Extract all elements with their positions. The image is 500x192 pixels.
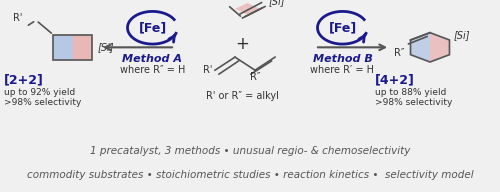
Text: up to 88% yield: up to 88% yield [375, 88, 446, 97]
Text: [Fe]: [Fe] [328, 21, 356, 34]
Polygon shape [54, 35, 72, 60]
Text: [Fe]: [Fe] [138, 21, 166, 34]
Text: [2+2]: [2+2] [4, 74, 44, 86]
Text: >98% selectivity: >98% selectivity [375, 98, 452, 107]
Polygon shape [410, 33, 430, 62]
Text: [Si]: [Si] [98, 42, 114, 52]
Text: R″: R″ [394, 48, 405, 58]
Polygon shape [235, 3, 260, 15]
Text: Method B: Method B [312, 54, 372, 64]
Text: R' or R″ = alkyl: R' or R″ = alkyl [206, 91, 279, 101]
Text: where R′ = H: where R′ = H [310, 65, 374, 75]
Polygon shape [72, 35, 92, 60]
Text: [Si]: [Si] [268, 0, 285, 6]
Text: R″: R″ [250, 72, 260, 82]
Text: [Si]: [Si] [454, 30, 470, 40]
Text: 1 precatalyst, 3 methods • unusual regio- & chemoselectivity: 1 precatalyst, 3 methods • unusual regio… [90, 146, 410, 156]
Text: [4+2]: [4+2] [375, 74, 415, 86]
Text: R': R' [203, 65, 212, 75]
Text: >98% selectivity: >98% selectivity [4, 98, 82, 107]
Polygon shape [430, 33, 450, 62]
Text: where R″ = H: where R″ = H [120, 65, 185, 75]
Text: up to 92% yield: up to 92% yield [4, 88, 75, 97]
Text: Method A: Method A [122, 54, 182, 64]
Text: commodity substrates • stoichiometric studies • reaction kinetics •  selectivity: commodity substrates • stoichiometric st… [26, 170, 473, 180]
Text: +: + [236, 35, 250, 53]
Text: R': R' [13, 13, 22, 23]
